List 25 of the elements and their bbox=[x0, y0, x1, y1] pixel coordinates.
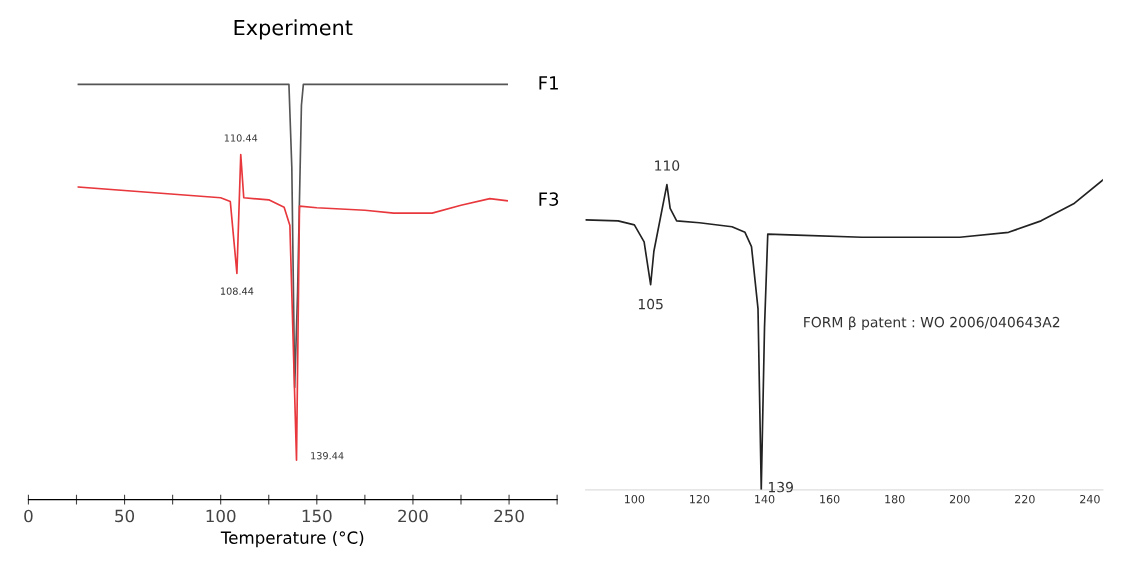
annotation: 110 bbox=[655, 160, 680, 171]
annotation: 139.44 bbox=[311, 452, 344, 460]
x-tick-label: 180 bbox=[885, 494, 905, 504]
series-label: F3 bbox=[539, 192, 559, 206]
x-tick-label: 100 bbox=[624, 494, 645, 504]
annotation: FORM β patent : WO 2006/040643A2 bbox=[804, 316, 1060, 331]
chart-title: Experiment bbox=[234, 19, 353, 40]
x-axis-title: Temperature (°C) bbox=[220, 531, 364, 548]
annotation: 105 bbox=[638, 298, 663, 310]
annotation: 110.44 bbox=[224, 134, 258, 142]
series-label: F1 bbox=[539, 76, 558, 90]
x-tick-label: 140 bbox=[755, 494, 775, 504]
x-tick-label: 200 bbox=[949, 494, 970, 504]
x-tick-label: 150 bbox=[302, 509, 332, 523]
x-tick-label: 120 bbox=[690, 494, 710, 504]
x-tick-label: 0 bbox=[24, 509, 33, 523]
annotation: 108.44 bbox=[220, 287, 254, 295]
x-tick-label: 50 bbox=[115, 509, 135, 523]
x-tick-label: 220 bbox=[1015, 494, 1035, 504]
x-tick-label: 250 bbox=[494, 509, 524, 523]
x-tick-label: 200 bbox=[398, 509, 428, 523]
x-tick-label: 160 bbox=[820, 494, 840, 504]
x-tick-label: 240 bbox=[1080, 494, 1100, 504]
x-tick-label: 100 bbox=[206, 509, 236, 523]
annotation: 139 bbox=[768, 481, 793, 493]
